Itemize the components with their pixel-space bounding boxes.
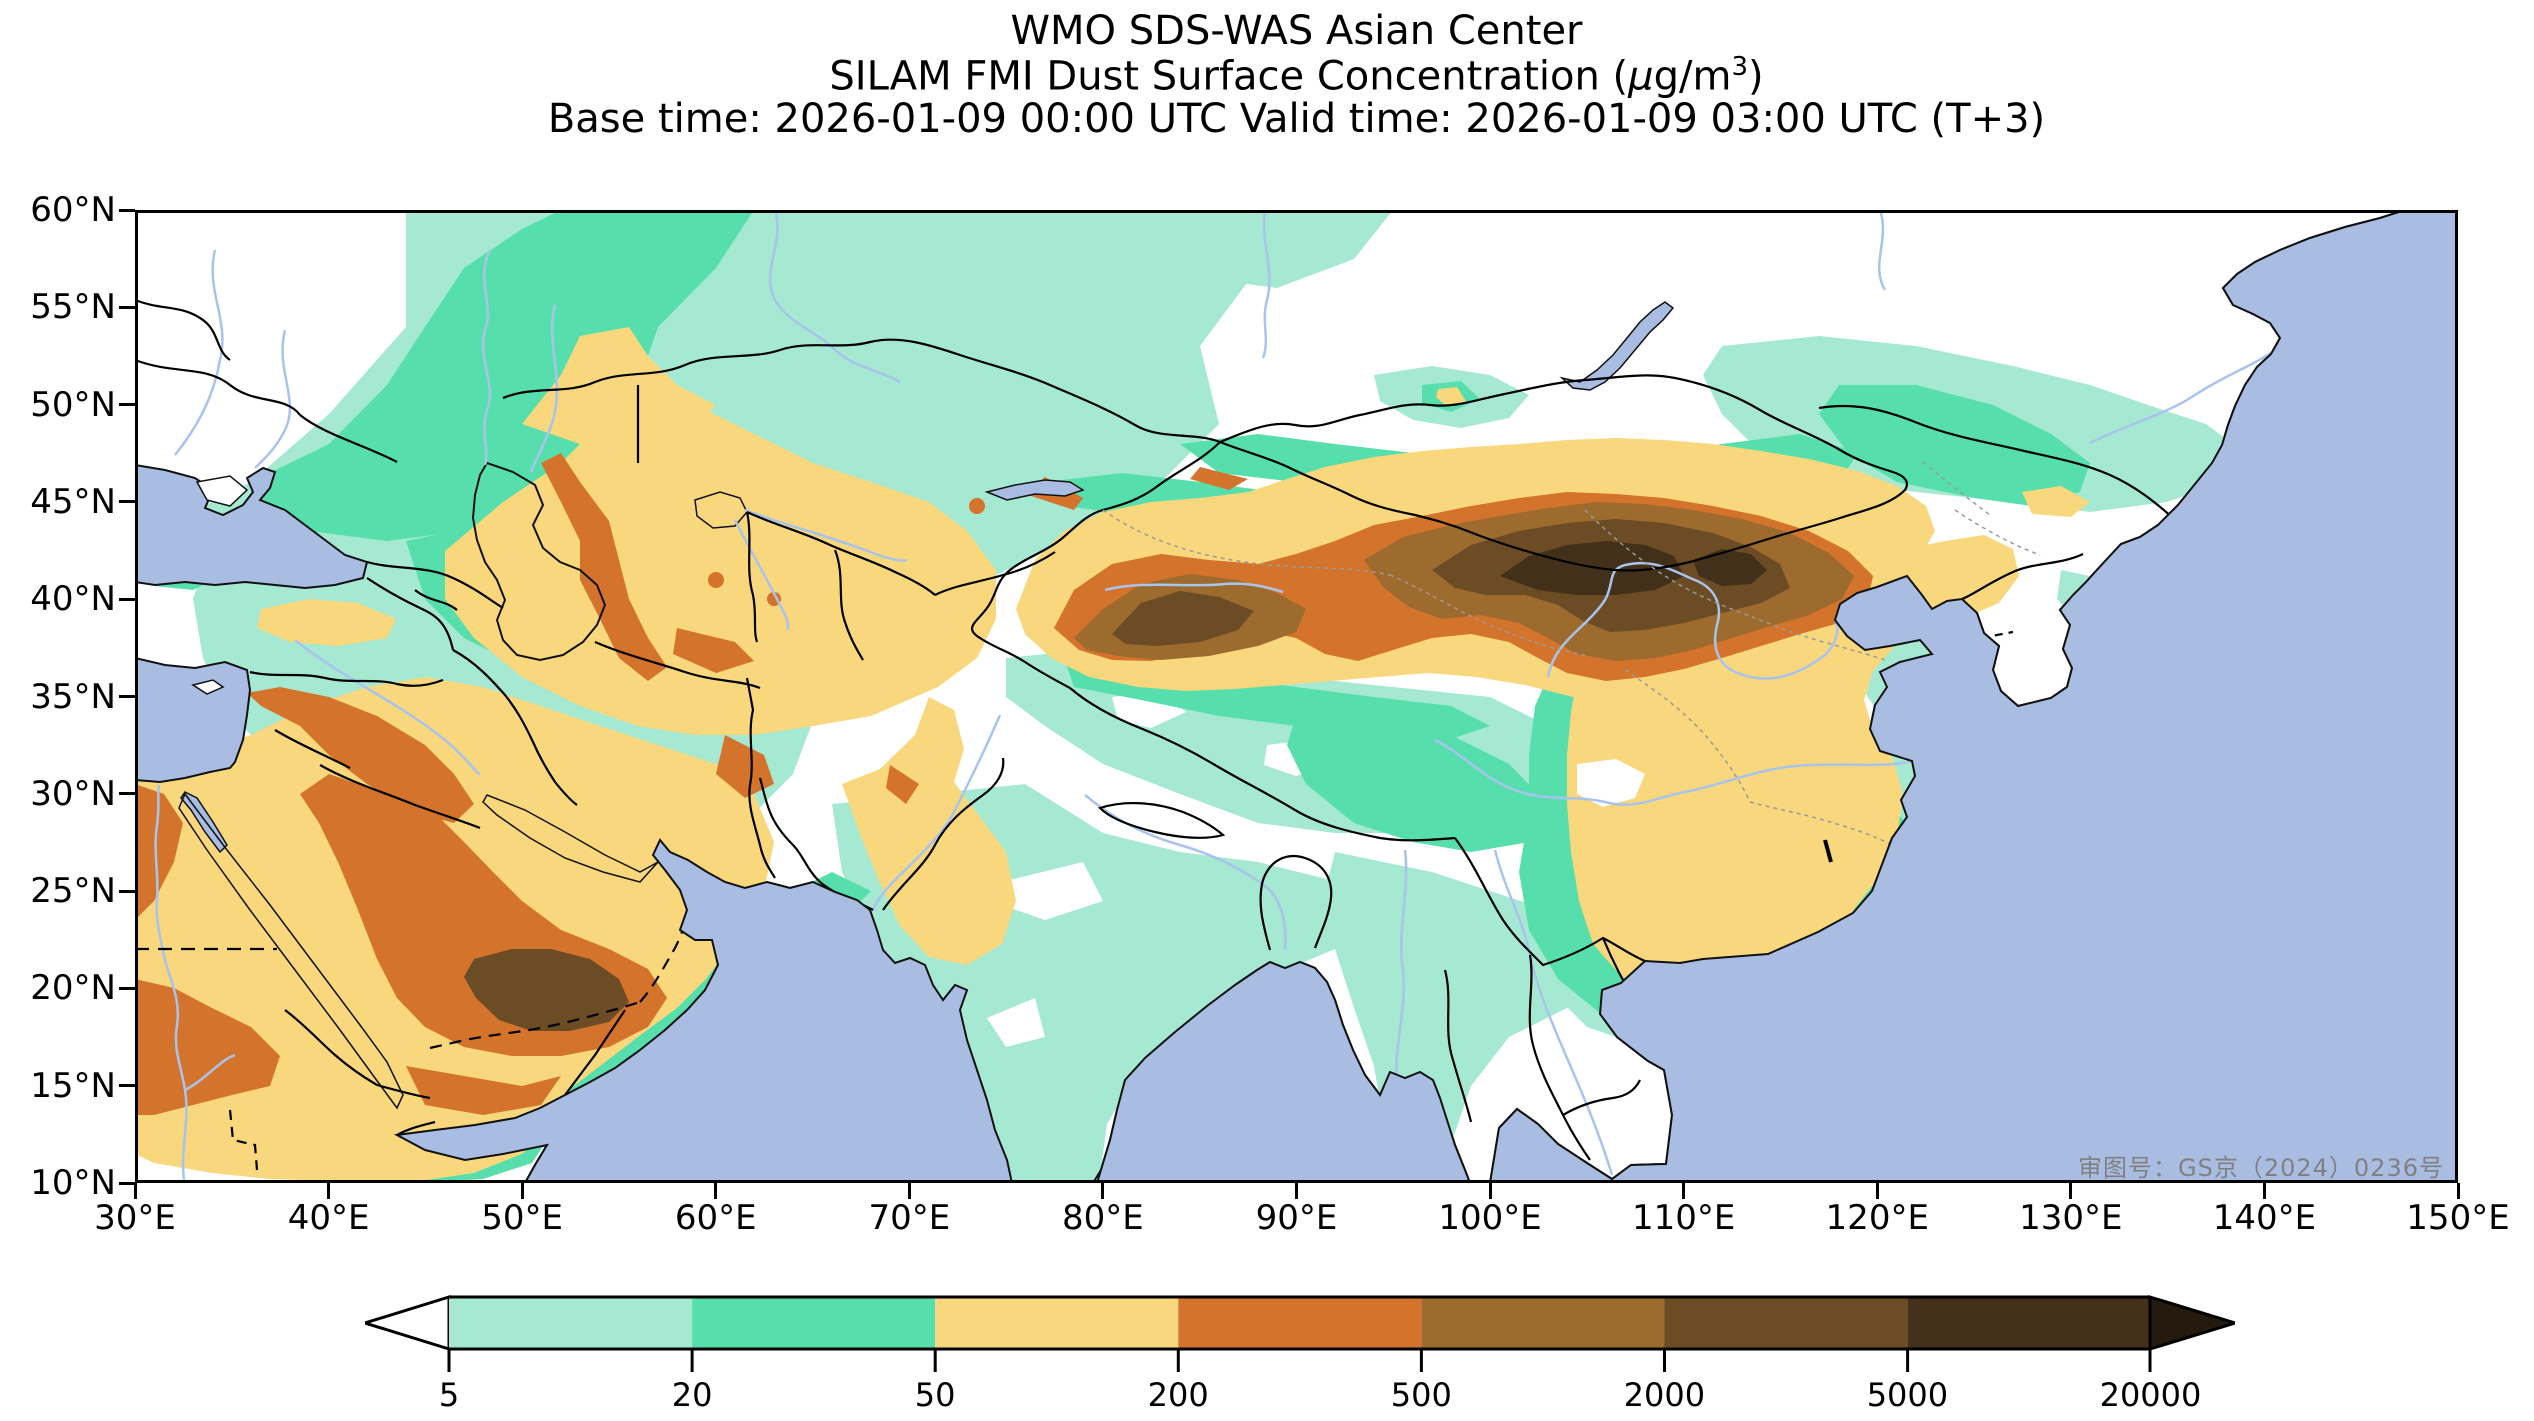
red-sea-outline: [178, 792, 404, 1110]
x-tick-mark: [1875, 1183, 1879, 1199]
sichuan-clear-patch: [1577, 759, 1645, 807]
y-tick-mark: [119, 889, 135, 893]
y-tick-label: 35°N: [30, 676, 116, 717]
x-tick-label: 120°E: [1825, 1198, 1929, 1238]
x-tick-label: 80°E: [1062, 1198, 1144, 1238]
mu-symbol: μ: [1628, 53, 1654, 100]
y-tick-label: 25°N: [30, 871, 116, 912]
x-tick-label: 90°E: [1255, 1198, 1338, 1238]
caspian-sea-outline: [471, 461, 607, 662]
x-tick-mark: [907, 1183, 911, 1199]
persian-gulf-outline: [482, 794, 659, 883]
x-tick-label: 40°E: [287, 1198, 370, 1238]
aral-sea-outline: [694, 491, 748, 529]
y-tick-label: 15°N: [30, 1065, 116, 1106]
colorbar-tick-label: 500: [1390, 1376, 1452, 1414]
x-tick-label: 100°E: [1438, 1198, 1542, 1238]
x-tick-mark: [520, 1183, 524, 1199]
colorbar-tick-label: 5000: [1866, 1376, 1949, 1414]
colorbar-tick-label: 20: [671, 1376, 713, 1414]
x-tick-label: 140°E: [2212, 1198, 2317, 1238]
y-tick-mark: [119, 792, 135, 796]
y-tick-label: 20°N: [30, 968, 116, 1009]
lake-balkhash: [984, 479, 1085, 501]
x-tick-mark: [133, 1183, 137, 1199]
map-approval-number: 审图号：GS京（2024）0236号: [2078, 1154, 2444, 1182]
x-tick-mark: [1682, 1183, 1686, 1199]
strait-dash: [1823, 839, 1833, 863]
y-tick-label: 30°N: [30, 773, 116, 814]
y-tick-label: 55°N: [30, 287, 116, 328]
y-tick-mark: [119, 403, 135, 407]
x-tick-label: 150°E: [2406, 1198, 2510, 1238]
x-tick-label: 130°E: [2019, 1198, 2123, 1238]
colorbar-segments: [365, 1294, 2235, 1352]
lake-baikal: [1559, 301, 1675, 391]
y-tick-mark: [119, 305, 135, 309]
crimea-peninsula: [195, 475, 249, 507]
y-tick-label: 50°N: [30, 384, 116, 425]
colorbar-tick-label: 5: [438, 1376, 460, 1414]
y-tick-label: 60°N: [30, 190, 116, 230]
x-tick-label: 70°E: [868, 1198, 951, 1238]
y-tick-mark: [119, 1181, 135, 1185]
colorbar-tick-label: 200: [1147, 1376, 1209, 1414]
x-tick-mark: [1101, 1183, 1105, 1199]
x-tick-label: 60°E: [674, 1198, 757, 1238]
dust-map: [135, 210, 2458, 1183]
x-tick-mark: [2262, 1183, 2266, 1199]
north-red-sea: [180, 791, 228, 854]
y-tick-label: 10°N: [30, 1163, 116, 1203]
colorbar-under-arrow: [365, 1294, 451, 1352]
y-tick-mark: [119, 597, 135, 601]
colorbar-ticks: [447, 1349, 2152, 1372]
y-tick-mark: [119, 695, 135, 698]
mediterranean-sea: [135, 656, 252, 784]
y-tick-mark: [119, 986, 135, 990]
admin-borders-layer: [1102, 461, 2041, 851]
colorbar-tick-label: 2000: [1623, 1376, 1706, 1414]
colorbar-tick-label: 20000: [2099, 1376, 2202, 1414]
x-tick-mark: [2456, 1183, 2460, 1199]
x-tick-mark: [2069, 1183, 2073, 1199]
x-tick-mark: [1295, 1183, 1298, 1199]
colorbar-over-arrow: [2148, 1294, 2235, 1352]
colorbar-tick-label: 50: [914, 1376, 956, 1414]
x-tick-mark: [327, 1183, 331, 1199]
cyprus-island: [191, 679, 225, 695]
y-tick-mark: [119, 500, 135, 504]
x-tick-label: 30°E: [94, 1198, 176, 1238]
y-tick-label: 40°N: [30, 579, 116, 620]
x-tick-label: 50°E: [481, 1198, 564, 1238]
page-title: WMO SDS-WAS Asian Center: [1010, 8, 1583, 54]
map-canvas: [135, 210, 2458, 1183]
colorbar: [365, 1294, 2235, 1372]
y-tick-mark: [119, 208, 135, 212]
time-caption: Base time: 2026-01-09 00:00 UTC Valid ti…: [547, 96, 2046, 142]
x-tick-mark: [714, 1183, 718, 1199]
black-sea: [135, 463, 369, 590]
y-tick-mark: [119, 1084, 135, 1088]
x-tick-label: 110°E: [1631, 1198, 1736, 1238]
y-tick-label: 45°N: [30, 481, 116, 522]
map-frame: [135, 210, 2458, 1183]
clear-seas-layer: [135, 301, 1675, 1110]
rivers-layer: [154, 210, 2276, 1181]
subtitle: SILAM FMI Dust Surface Concentration (μg…: [829, 52, 1764, 100]
x-tick-mark: [1488, 1183, 1492, 1199]
